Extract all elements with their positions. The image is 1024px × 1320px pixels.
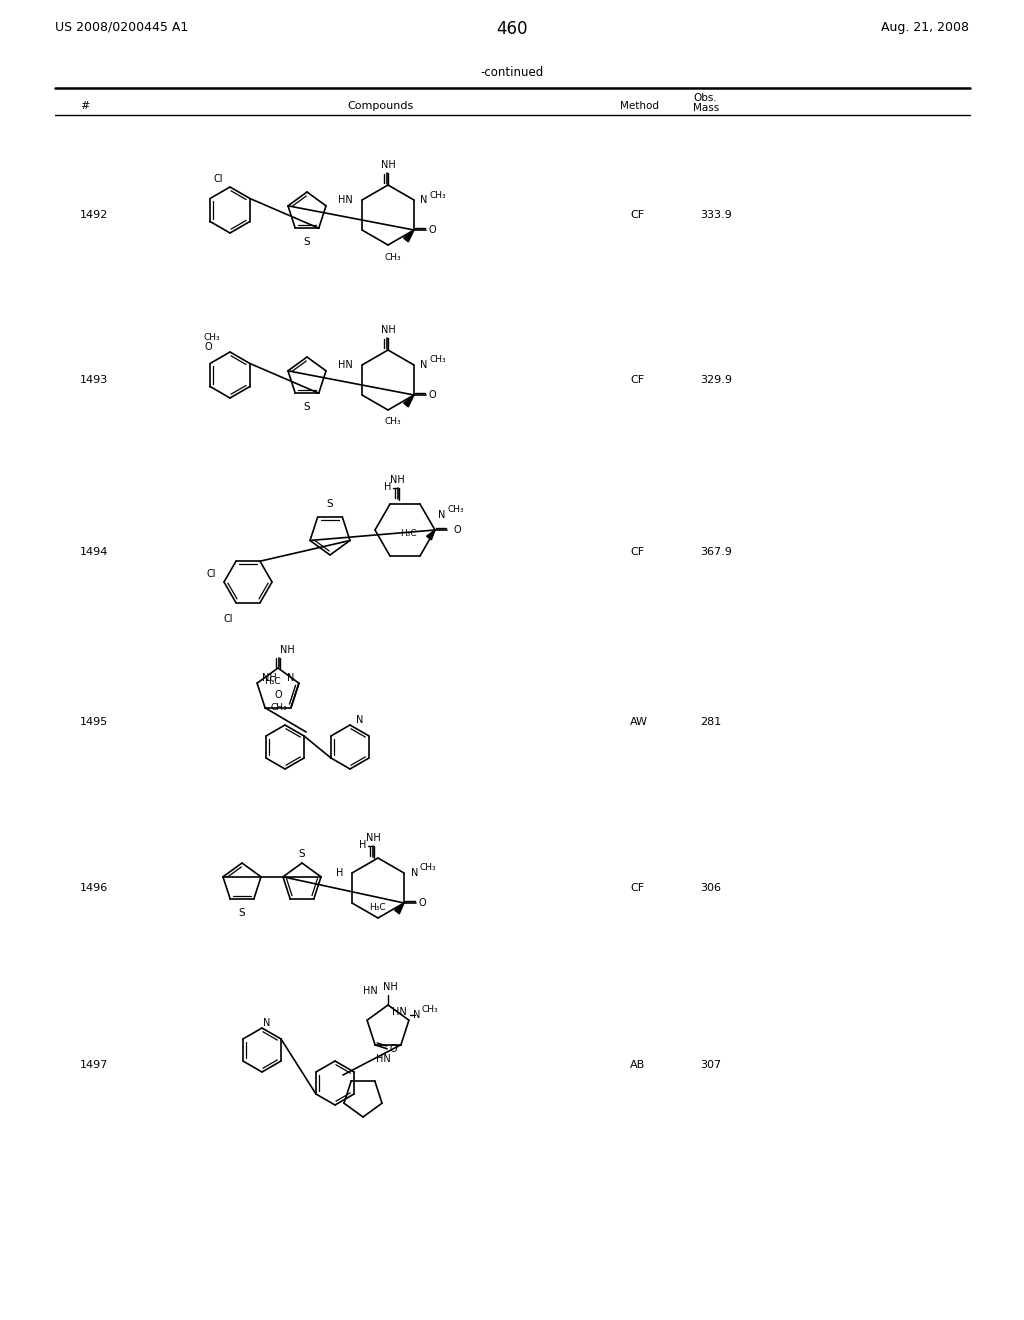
Text: Obs.: Obs. bbox=[693, 92, 717, 103]
Text: #: # bbox=[80, 102, 89, 111]
Text: N: N bbox=[411, 869, 419, 878]
Text: Compounds: Compounds bbox=[347, 102, 413, 111]
Text: 1493: 1493 bbox=[80, 375, 109, 385]
Text: 367.9: 367.9 bbox=[700, 546, 732, 557]
Text: O: O bbox=[428, 224, 436, 235]
Text: N: N bbox=[420, 195, 427, 205]
Text: S: S bbox=[304, 238, 310, 247]
Text: HN: HN bbox=[376, 1053, 390, 1064]
Text: H₃C: H₃C bbox=[370, 903, 386, 912]
Text: US 2008/0200445 A1: US 2008/0200445 A1 bbox=[55, 21, 188, 33]
Text: AW: AW bbox=[630, 717, 648, 727]
Text: N: N bbox=[413, 1010, 421, 1020]
Text: NH: NH bbox=[383, 982, 397, 993]
Text: O: O bbox=[205, 342, 212, 352]
Polygon shape bbox=[403, 395, 414, 407]
Text: NH: NH bbox=[280, 645, 295, 655]
Text: CF: CF bbox=[630, 883, 644, 894]
Text: AB: AB bbox=[630, 1060, 645, 1071]
Text: N: N bbox=[420, 360, 427, 370]
Text: CH₃: CH₃ bbox=[422, 1005, 438, 1014]
Text: O: O bbox=[428, 389, 436, 400]
Text: CH₃: CH₃ bbox=[204, 334, 220, 342]
Text: 1494: 1494 bbox=[80, 546, 109, 557]
Text: CH₃: CH₃ bbox=[429, 190, 445, 199]
Text: NH: NH bbox=[366, 833, 380, 843]
Text: CH₃: CH₃ bbox=[385, 252, 401, 261]
Text: 333.9: 333.9 bbox=[700, 210, 732, 220]
Text: Mass: Mass bbox=[693, 103, 719, 114]
Text: O: O bbox=[389, 1044, 397, 1053]
Text: NH: NH bbox=[381, 160, 395, 170]
Text: 307: 307 bbox=[700, 1060, 721, 1071]
Text: CF: CF bbox=[630, 546, 644, 557]
Text: H₃C: H₃C bbox=[264, 677, 281, 685]
Text: CH₃: CH₃ bbox=[429, 355, 445, 364]
Text: N: N bbox=[287, 673, 294, 684]
Text: NH: NH bbox=[262, 673, 276, 684]
Text: HN: HN bbox=[364, 986, 378, 997]
Text: CF: CF bbox=[630, 210, 644, 220]
Text: 1497: 1497 bbox=[80, 1060, 109, 1071]
Polygon shape bbox=[394, 903, 404, 913]
Text: CF: CF bbox=[630, 375, 644, 385]
Text: S: S bbox=[327, 499, 334, 510]
Text: Cl: Cl bbox=[213, 174, 223, 183]
Text: O: O bbox=[418, 898, 426, 908]
Text: 460: 460 bbox=[497, 20, 527, 38]
Text: N: N bbox=[356, 715, 364, 725]
Text: S: S bbox=[299, 849, 305, 859]
Text: -continued: -continued bbox=[480, 66, 544, 78]
Text: S: S bbox=[239, 908, 246, 917]
Text: NH: NH bbox=[389, 475, 404, 484]
Text: NH: NH bbox=[381, 325, 395, 335]
Text: CH₃: CH₃ bbox=[420, 863, 436, 873]
Text: Method: Method bbox=[620, 102, 659, 111]
Text: N: N bbox=[438, 510, 445, 520]
Text: 329.9: 329.9 bbox=[700, 375, 732, 385]
Text: H: H bbox=[336, 869, 343, 878]
Text: CH₃: CH₃ bbox=[447, 506, 464, 515]
Text: O: O bbox=[453, 525, 461, 535]
Polygon shape bbox=[427, 531, 435, 540]
Text: Aug. 21, 2008: Aug. 21, 2008 bbox=[881, 21, 969, 33]
Text: Cl: Cl bbox=[223, 614, 232, 624]
Text: 281: 281 bbox=[700, 717, 721, 727]
Text: 306: 306 bbox=[700, 883, 721, 894]
Text: Cl: Cl bbox=[207, 569, 216, 579]
Text: 1492: 1492 bbox=[80, 210, 109, 220]
Text: H₃C: H₃C bbox=[400, 529, 417, 539]
Polygon shape bbox=[403, 230, 414, 242]
Text: HN: HN bbox=[338, 195, 353, 205]
Text: H: H bbox=[358, 840, 366, 850]
Text: HN: HN bbox=[338, 360, 353, 370]
Text: O: O bbox=[274, 690, 282, 701]
Text: H: H bbox=[384, 482, 391, 492]
Text: CH₃: CH₃ bbox=[270, 704, 287, 713]
Text: 1496: 1496 bbox=[80, 883, 109, 894]
Text: CH₃: CH₃ bbox=[385, 417, 401, 426]
Text: HN: HN bbox=[392, 1007, 407, 1018]
Text: N: N bbox=[263, 1018, 270, 1028]
Text: 1495: 1495 bbox=[80, 717, 109, 727]
Text: S: S bbox=[304, 403, 310, 412]
